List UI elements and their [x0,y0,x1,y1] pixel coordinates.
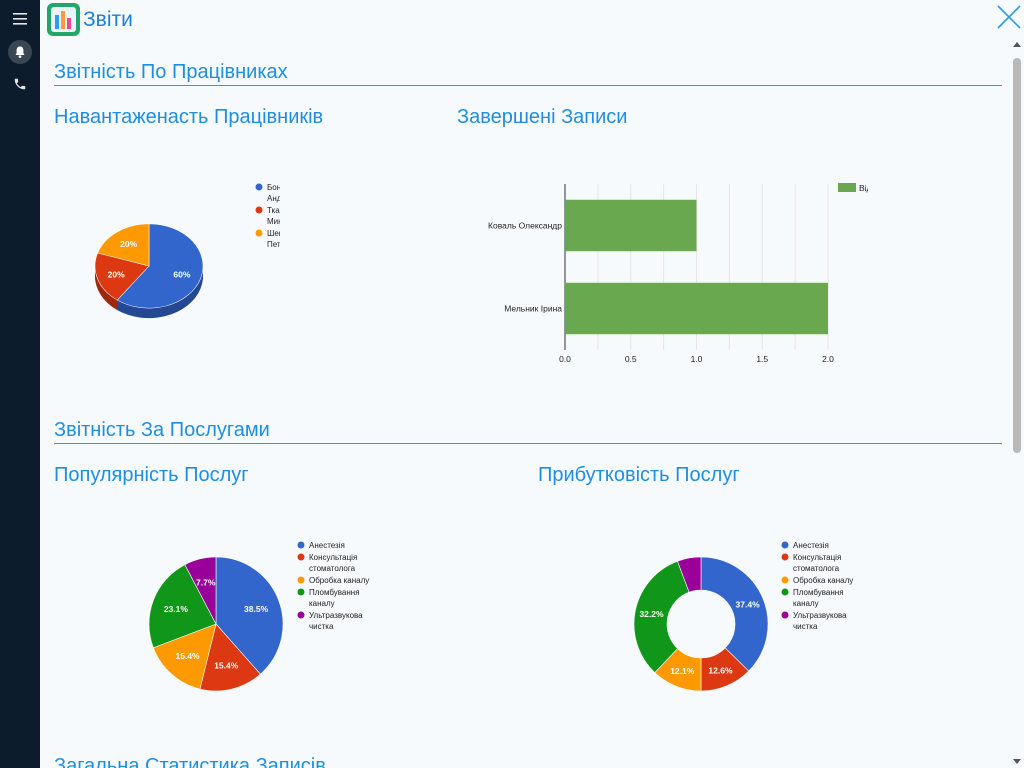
pie-slice [116,223,204,309]
legend-label: БондарАндрій [267,183,280,203]
sidebar [0,0,40,768]
legend-label: Пломбування каналу [309,588,360,608]
slice-label: 20% [120,239,137,249]
legend-marker [297,541,305,549]
section-divider [54,443,1002,444]
legend-label: Анестезія [793,541,829,550]
legend-label: Ультразвукова чистка [793,611,847,631]
x-tick-label: 0.0 [559,354,571,364]
completed-bar-chart: 0.0 0.5 1.0 1.5 2.0 Коваль Олександр Мельник І… [488,183,868,364]
legend-marker [255,206,263,214]
slice-label: 37.4% [736,600,761,610]
legend-marker [297,588,305,596]
legend-marker [781,611,789,619]
legend-marker [297,611,305,619]
legend-marker [781,553,789,561]
x-tick-label: 0.5 [625,354,637,364]
pie-slice [152,623,217,690]
x-tick-label: 2.0 [822,354,834,364]
legend-label: Обробка каналу [793,576,853,585]
legend-marker [255,229,263,237]
bell-icon [8,40,32,64]
slice-label: 60% [173,269,190,279]
x-tick-label: 1.5 [756,354,768,364]
slice-label: 32.2% [639,609,664,619]
pie-slice [97,223,150,267]
app-title: Звіти [83,8,133,31]
legend-label: Анестезія [309,541,345,550]
legend-label: Пломбування каналу [793,588,844,608]
pie-slice [677,556,702,593]
calls-button[interactable] [8,72,32,96]
pie-slice [700,556,769,672]
chart-title-completed: Завершені Записи [457,106,628,128]
scrollbar-thumb[interactable] [1013,58,1021,453]
app-logo [47,3,80,36]
slice-label: 12.1% [670,666,695,676]
legend-label: Ультразвукова чистка [309,611,363,631]
pie-slice [94,252,150,301]
legend-label: Консультація стоматолога [309,553,357,573]
x-tick-label: 1.0 [691,354,703,364]
legend-marker [297,553,305,561]
legend-label: Консультація стоматолога [793,553,841,573]
pie-slice [633,560,690,673]
slice-label: 20% [108,269,125,279]
pie-slice [199,623,261,692]
section-divider [54,85,1002,86]
pie-slice [184,556,217,625]
profitability-donut-chart: 37.4% 12.6% 12.1% 32.2% Анестезія Консультаці… [633,541,853,692]
legend-marker [838,183,856,192]
workload-pie-chart: 60% 20% 20% БондарАндрій ТкаченкоМикола Шевче… [94,183,280,319]
section-title-services: Звітність За Послугами [54,419,270,441]
y-category-label: Мельник Ірина [504,304,562,314]
y-category-label: Коваль Олександр [488,221,562,231]
phone-icon [14,78,26,90]
slice-label: 15.4% [176,651,201,661]
menu-button[interactable] [8,7,32,31]
legend-label: ШевченкоПетро [267,229,280,249]
legend-marker [781,541,789,549]
legend-label: ТкаченкоМикола [267,206,280,226]
pie-slice [215,556,284,675]
legend-marker [297,576,305,584]
close-icon [997,5,1021,29]
slice-label: 38.5% [244,604,269,614]
report-chart-icon [51,7,76,32]
slice-label: 12.6% [708,666,733,676]
bar [565,282,828,335]
pie-slice [148,564,217,649]
legend-label: Обробка каналу [309,576,369,585]
slice-label: 15.4% [214,661,239,671]
legend-label: Відбувся [859,183,868,193]
scroll-down-arrow-icon[interactable] [1012,758,1022,766]
section-title-employees: Звітність По Працівниках [54,61,288,83]
chart-title-popularity: Популярність Послуг [54,464,249,486]
chart-title-workload: Навантаженасть Працівників [54,106,324,128]
legend-marker [781,576,789,584]
scroll-up-arrow-icon[interactable] [1012,40,1022,48]
close-button[interactable] [995,3,1023,31]
main-content: Звіти Звітність По Працівниках Навантаже… [40,0,1024,768]
bar [565,199,697,252]
slice-label: 7.7% [196,577,216,587]
popularity-pie-chart: 38.5% 15.4% 15.4% 23.1% 7.7% Анестезія Консуль… [148,541,369,692]
notifications-button[interactable] [8,40,32,64]
chart-title-profitability: Прибутковість Послуг [538,464,740,486]
top-bar: Звіти [40,0,1024,40]
legend-marker [781,588,789,596]
hamburger-icon [13,13,27,25]
slice-label: 23.1% [164,604,189,614]
legend-marker [255,183,263,191]
section-title-general: Загальна Статистика Записів [54,755,326,768]
